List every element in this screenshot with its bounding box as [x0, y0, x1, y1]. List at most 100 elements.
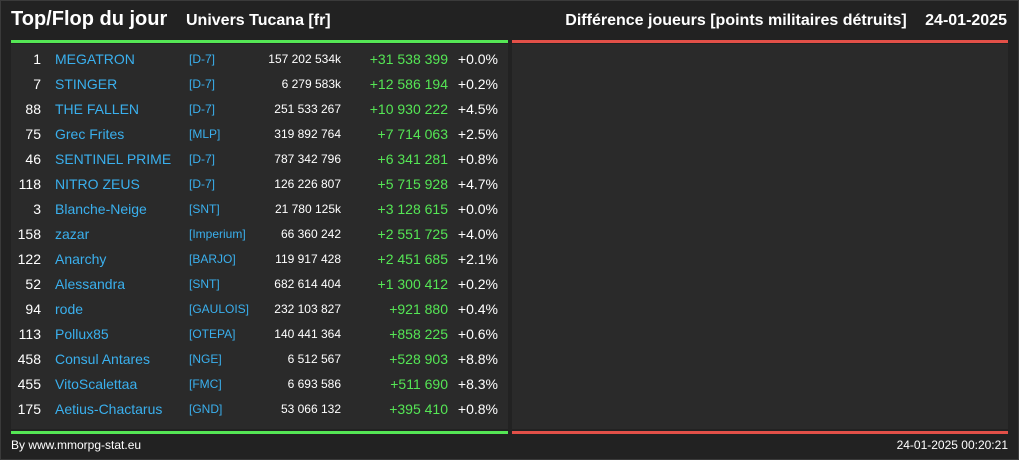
alliance-tag-link[interactable]: [OTEPA]: [189, 327, 236, 341]
player-rank: 52: [25, 276, 41, 292]
alliance-tag-link[interactable]: [MLP]: [189, 127, 221, 141]
player-rank: 122: [17, 251, 41, 267]
player-points: 53 066 132: [280, 402, 341, 416]
alliance-tag-link[interactable]: [Imperium]: [189, 227, 246, 241]
player-name-link[interactable]: VitoScalettaa: [55, 376, 138, 392]
player-rank: 458: [17, 351, 41, 367]
player-name-link[interactable]: THE FALLEN: [55, 101, 140, 117]
top-panel: 1 MEGATRON [D-7] 157 202 534k +31 538 399 +0.…: [11, 44, 508, 429]
table-row: 175 Aetius-Chactarus [GND] 53 066 132 +395 4…: [11, 397, 508, 422]
points-difference: +6 341 281: [377, 151, 448, 167]
alliance-tag-link[interactable]: [D-7]: [189, 77, 216, 91]
player-name-link[interactable]: Alessandra: [55, 276, 126, 292]
points-difference: +1 300 412: [377, 276, 448, 292]
alliance-tag-link[interactable]: [D-7]: [189, 152, 216, 166]
table-row: 94 rode [GAULOIS] 232 103 827 +921 880 +0.4%: [11, 297, 508, 322]
page-title: Top/Flop du jour: [11, 8, 168, 30]
percent-change: +8.3%: [457, 376, 498, 392]
player-name-link[interactable]: Consul Antares: [55, 351, 150, 367]
alliance-tag-link[interactable]: [NGE]: [189, 352, 222, 366]
table-row: 458 Consul Antares [NGE] 6 512 567 +528 903 +…: [11, 347, 508, 372]
metric-label: Différence joueurs [points militaires dé…: [565, 12, 907, 29]
player-points: 126 226 807: [274, 177, 341, 191]
percent-change: +0.2%: [457, 76, 498, 92]
player-rank: 3: [33, 201, 41, 217]
percent-change: +8.8%: [457, 351, 498, 367]
flop-panel: [512, 44, 1008, 429]
player-rank: 118: [18, 176, 41, 192]
player-rank: 175: [17, 401, 41, 417]
alliance-tag-link[interactable]: [BARJO]: [189, 252, 236, 266]
player-name-link[interactable]: Grec Frites: [55, 126, 125, 142]
player-name-link[interactable]: Pollux85: [55, 326, 109, 342]
header-right: Différence joueurs [points militaires dé…: [565, 12, 1007, 30]
percent-change: +4.0%: [457, 226, 498, 242]
universe-label: Univers Tucana [fr]: [186, 12, 331, 29]
points-difference: +2 551 725: [377, 226, 448, 242]
percent-change: +0.6%: [457, 326, 498, 342]
player-rank: 455: [17, 376, 41, 392]
player-points: 787 342 796: [274, 152, 341, 166]
flop-bar-divider: [512, 40, 1008, 43]
player-points: 157 202 534k: [268, 52, 341, 66]
points-difference: +921 880: [389, 301, 448, 317]
player-name-link[interactable]: Aetius-Chactarus: [55, 401, 163, 417]
player-name-link[interactable]: Blanche-Neige: [55, 201, 147, 217]
player-points: 6 693 586: [287, 377, 341, 391]
table-row: 88 THE FALLEN [D-7] 251 533 267 +10 930 222 +…: [11, 97, 508, 122]
player-name-link[interactable]: STINGER: [55, 76, 118, 92]
table-row: 455 VitoScalettaa [FMC] 6 693 586 +511 690 +8…: [11, 372, 508, 397]
percent-change: +0.8%: [457, 401, 498, 417]
percent-change: +0.4%: [457, 301, 498, 317]
table-row: 52 Alessandra [SNT] 682 614 404 +1 300 412 +0…: [11, 272, 508, 297]
player-points: 232 103 827: [274, 302, 341, 316]
header-date: 24-01-2025: [925, 12, 1007, 29]
points-difference: +528 903: [389, 351, 448, 367]
percent-change: +2.5%: [457, 126, 498, 142]
player-points: 21 780 125k: [274, 202, 341, 216]
percent-change: +2.1%: [457, 251, 498, 267]
player-name-link[interactable]: SENTINEL PRIME: [55, 151, 172, 167]
alliance-tag-link[interactable]: [D-7]: [189, 102, 216, 116]
points-difference: +2 451 685: [377, 251, 448, 267]
table-row: 122 Anarchy [BARJO] 119 917 428 +2 451 685 +2…: [11, 247, 508, 272]
table-row: 113 Pollux85 [OTEPA] 140 441 364 +858 225 +0.…: [11, 322, 508, 347]
table-row: 158 zazar [Imperium] 66 360 242 +2 551 725 +4…: [11, 222, 508, 247]
alliance-tag-link[interactable]: [GAULOIS]: [189, 302, 250, 316]
percent-change: +0.2%: [457, 276, 498, 292]
table-row: 75 Grec Frites [MLP] 319 892 764 +7 714 063 +…: [11, 122, 508, 147]
player-points: 140 441 364: [274, 327, 341, 341]
percent-change: +4.7%: [457, 176, 498, 192]
percent-change: +0.0%: [457, 201, 498, 217]
footer-credit[interactable]: By www.mmorpg-stat.eu: [11, 438, 142, 452]
alliance-tag-link[interactable]: [D-7]: [189, 52, 216, 66]
player-rank: 88: [25, 101, 41, 117]
player-points: 66 360 242: [280, 227, 341, 241]
table-row: 1 MEGATRON [D-7] 157 202 534k +31 538 399 +0.…: [11, 47, 508, 72]
alliance-tag-link[interactable]: [FMC]: [189, 377, 222, 391]
percent-change: +0.0%: [457, 51, 498, 67]
player-name-link[interactable]: rode: [55, 301, 84, 317]
table-row: 7 STINGER [D-7] 6 279 583k +12 586 194 +0.2%: [11, 72, 508, 97]
player-name-link[interactable]: MEGATRON: [55, 51, 135, 67]
alliance-tag-link[interactable]: [GND]: [189, 402, 223, 416]
points-difference: +3 128 615: [377, 201, 448, 217]
alliance-tag-link[interactable]: [SNT]: [189, 202, 220, 216]
points-difference: +395 410: [389, 401, 448, 417]
player-name-link[interactable]: NITRO ZEUS: [55, 176, 140, 192]
player-rank: 113: [18, 326, 41, 342]
table-row: 118 NITRO ZEUS [D-7] 126 226 807 +5 715 928 +…: [11, 172, 508, 197]
player-rank: 1: [33, 51, 41, 67]
points-difference: +10 930 222: [369, 101, 448, 117]
points-difference: +511 690: [390, 376, 448, 392]
alliance-tag-link[interactable]: [SNT]: [189, 277, 220, 291]
points-difference: +31 538 399: [369, 51, 448, 67]
alliance-tag-link[interactable]: [D-7]: [189, 177, 216, 191]
player-points: 119 917 428: [275, 252, 341, 266]
player-rank: 158: [17, 226, 41, 242]
player-rank: 46: [25, 151, 41, 167]
player-name-link[interactable]: zazar: [55, 226, 90, 242]
header: Top/Flop du jour Univers Tucana [fr] Dif…: [0, 0, 1019, 40]
player-name-link[interactable]: Anarchy: [55, 251, 107, 267]
points-difference: +5 715 928: [377, 176, 448, 192]
